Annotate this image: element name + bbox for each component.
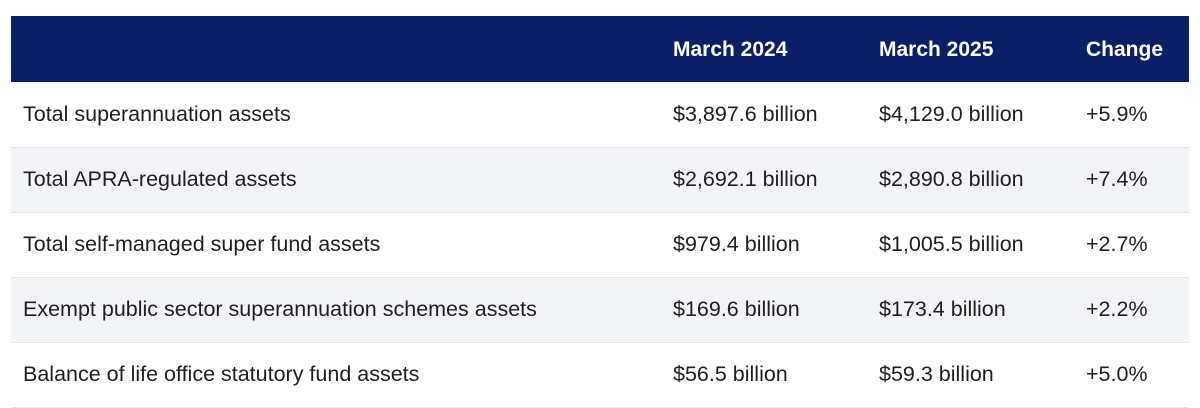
row-label: Total self-managed super fund assets <box>23 232 381 256</box>
row-label: Balance of life office statutory fund as… <box>23 362 420 386</box>
cell-change: +7.4% <box>1086 167 1148 191</box>
table-row: Total APRA-regulated assets $2,692.1 bil… <box>11 147 1189 212</box>
cell-march-2024: $56.5 billion <box>673 362 788 386</box>
cell-march-2024: $979.4 billion <box>673 232 800 256</box>
superannuation-assets-table-container: March 2024 March 2025 Change Total super… <box>11 16 1189 408</box>
cell-march-2024: $169.6 billion <box>673 297 800 321</box>
cell-change: +2.2% <box>1086 297 1148 321</box>
cell-march-2025: $1,005.5 billion <box>879 232 1024 256</box>
cell-march-2025: $173.4 billion <box>879 297 1006 321</box>
cell-march-2024: $3,897.6 billion <box>673 101 818 126</box>
table-row: Balance of life office statutory fund as… <box>11 342 1189 407</box>
header-change: Change <box>1086 38 1164 61</box>
header-march-2025: March 2025 <box>879 38 994 61</box>
header-march-2024: March 2024 <box>673 38 788 61</box>
cell-march-2024: $2,692.1 billion <box>673 167 818 191</box>
cell-change: +5.0% <box>1086 362 1148 386</box>
header-label-column <box>11 16 661 82</box>
cell-march-2025: $59.3 billion <box>879 362 994 386</box>
cell-march-2025: $2,890.8 billion <box>879 167 1024 191</box>
cell-march-2025: $4,129.0 billion <box>879 101 1024 126</box>
table-row: Exempt public sector superannuation sche… <box>11 277 1189 342</box>
superannuation-assets-table: March 2024 March 2025 Change Total super… <box>11 16 1189 408</box>
table-header-row: March 2024 March 2025 Change <box>11 16 1189 82</box>
cell-change: +5.9% <box>1086 101 1148 126</box>
cell-change: +2.7% <box>1086 232 1148 256</box>
row-label: Exempt public sector superannuation sche… <box>23 297 537 321</box>
table-row: Total self-managed super fund assets $97… <box>11 212 1189 277</box>
table-row: Total superannuation assets $3,897.6 bil… <box>11 82 1189 147</box>
row-label: Total superannuation assets <box>23 101 291 126</box>
row-label: Total APRA-regulated assets <box>23 167 297 191</box>
